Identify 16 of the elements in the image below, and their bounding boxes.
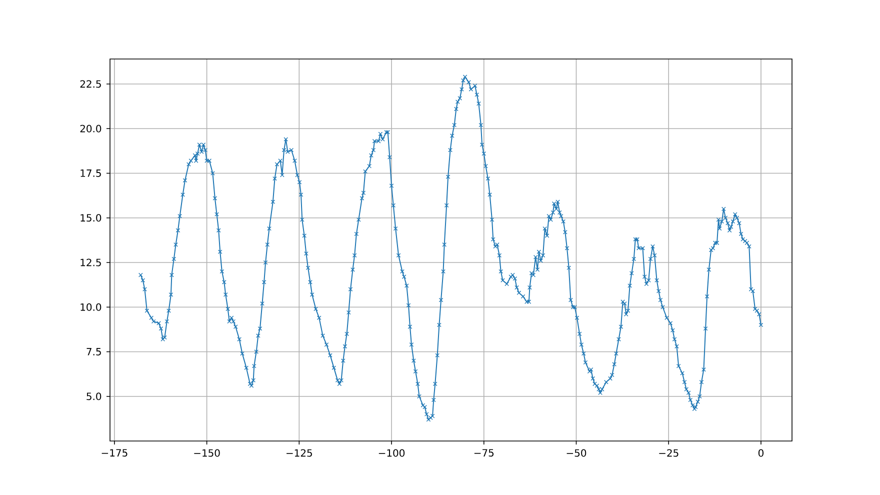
x-tick-label: 0	[758, 449, 764, 457]
x-tick-label: −100	[378, 449, 405, 457]
x-tick-label: −175	[102, 449, 128, 457]
y-tick-label: 22.5	[80, 80, 101, 88]
x-tick-label: −75	[474, 449, 494, 457]
y-tick-label: 10.0	[80, 303, 102, 311]
y-tick-label: 20.0	[80, 124, 102, 132]
y-tick-label: 5.0	[86, 392, 102, 400]
x-tick-label: −50	[566, 449, 586, 457]
y-tick-label: 7.5	[86, 348, 101, 356]
y-tick-label: 12.5	[80, 258, 101, 266]
y-tick-label: 15.0	[80, 214, 102, 222]
x-tick-label: −25	[659, 449, 678, 457]
x-tick-label: −150	[194, 449, 220, 457]
y-tick-label: 17.5	[80, 170, 101, 177]
x-tick-label: −125	[286, 449, 312, 457]
